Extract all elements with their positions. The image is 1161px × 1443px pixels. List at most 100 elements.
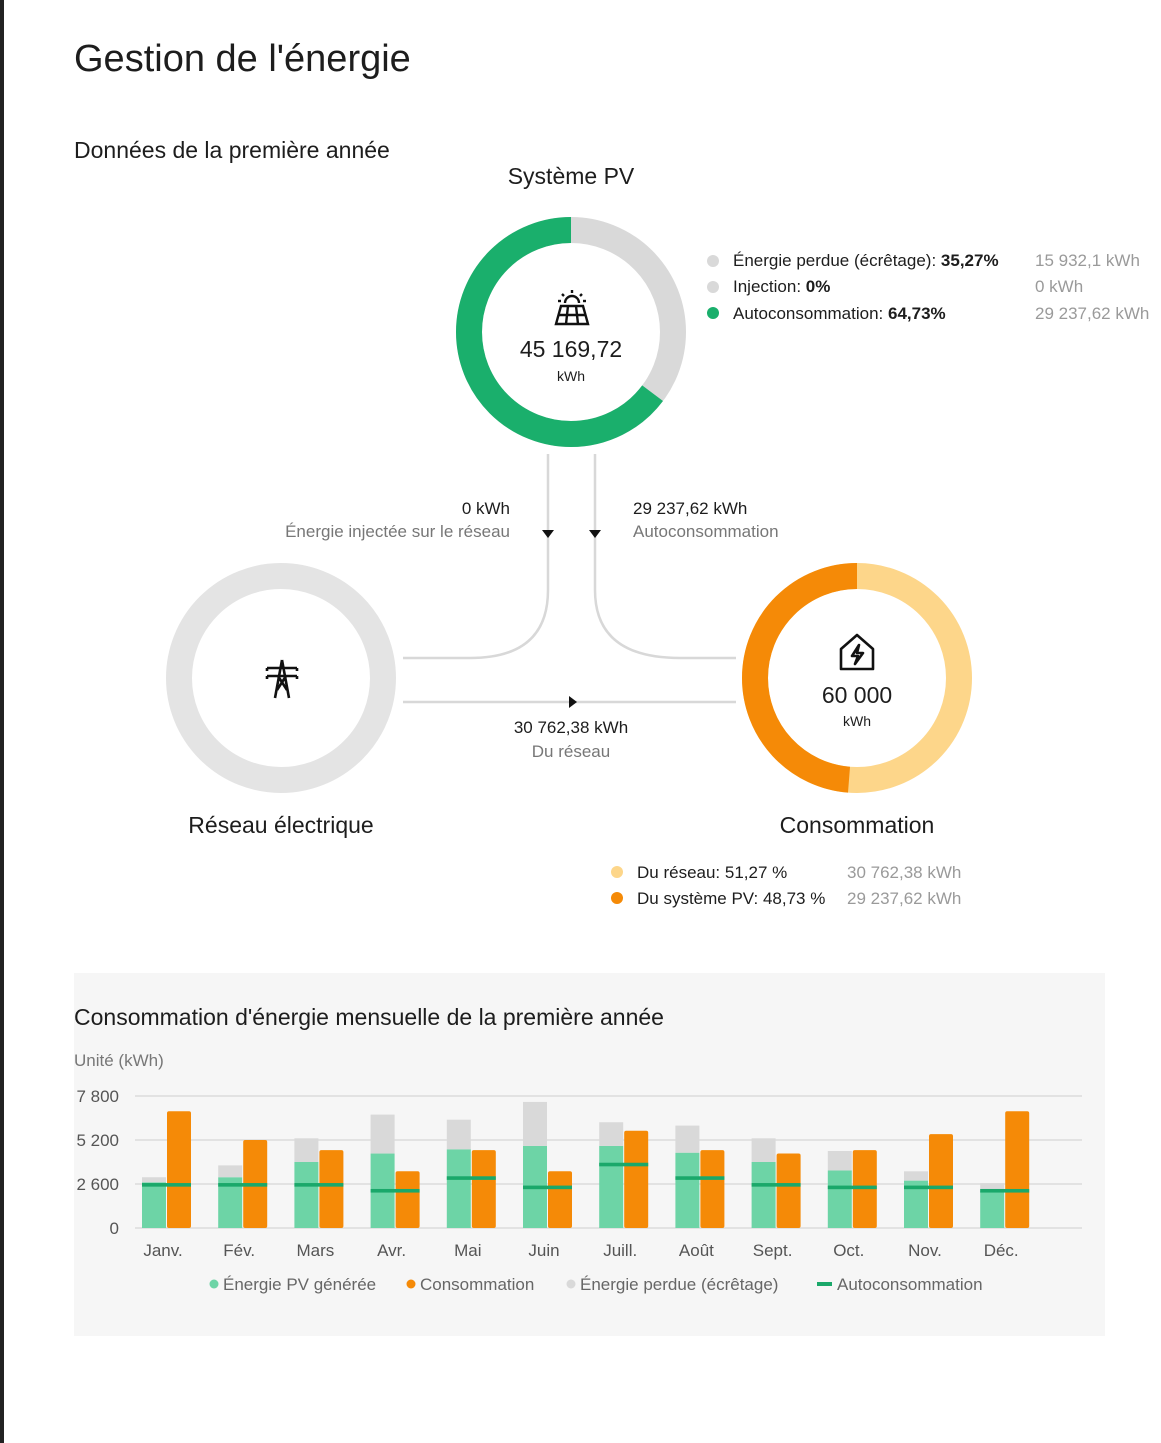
marker-autoconsommation [523,1185,572,1190]
bar-lost [218,1165,243,1178]
bar-pv [599,1145,624,1228]
legend-perdue-pct: 35,27% [940,251,999,270]
pv-title: Système PV [507,163,635,189]
bar-lost [370,1114,395,1154]
consumption-title: Consommation [779,812,935,838]
consumption-total-unit: kWh [843,713,871,729]
bar-lost [523,1101,547,1146]
x-tick-label: Juill. [603,1241,637,1260]
x-tick-label: Oct. [833,1241,864,1260]
bar-lost [446,1119,471,1150]
legend-dot-autoconsommation [707,307,719,319]
legend-perdue-label: Énergie perdue (écrêtage): 35,27% [733,251,999,270]
pv-total-value: 45 169,72 [519,336,623,362]
grid-title: Réseau électrique [188,812,374,838]
power-tower-icon [265,659,299,699]
house-energy-icon [839,633,875,671]
bar-lost [827,1151,852,1171]
y-tick-label: 5 200 [76,1131,119,1150]
bar-consumption [1005,1111,1030,1228]
bar-consumption [700,1150,725,1228]
legend-autoconsommation-label: Autoconsommation: 64,73% [733,304,946,323]
legend-label: Énergie PV générée [223,1275,376,1294]
marker-autoconsommation [370,1188,420,1193]
consumption-total-value: 60 000 [821,682,893,708]
legend-dot-perdue [707,255,719,267]
energy-flow-lines [403,454,736,708]
x-tick-label: Août [679,1241,714,1260]
marker-autoconsommation [218,1183,268,1187]
legend-dot-injection [707,281,719,293]
y-tick-label: 0 [110,1219,119,1238]
legend-injection-pct: 0% [805,277,831,296]
bar-consumption [167,1111,191,1228]
section-title: Données de la première année [74,137,390,163]
bar-consumption [548,1171,572,1228]
bar-pv [675,1152,700,1228]
legend-dot-du-reseau [611,866,623,878]
legend-label: Énergie perdue (écrêtage) [580,1275,778,1294]
bar-lost [294,1138,319,1162]
bar-pv [827,1170,852,1228]
arrow-down-self [589,530,601,538]
legend-perdue-amount: 15 932,1 kWh [1035,251,1140,270]
bar-consumption [395,1171,420,1228]
consumption-donut [742,563,972,793]
chart-title: Consommation d'énergie mensuelle de la p… [74,1004,664,1030]
flow-injected-value: 0 kWh [461,499,510,518]
grid-ring [166,563,396,793]
legend-du-reseau-amount: 30 762,38 kWh [847,863,962,882]
window-edge [0,0,4,1443]
bar-lost [904,1171,928,1181]
flow-grid-value: 30 762,38 kWh [513,718,629,737]
bar-pv [446,1149,471,1228]
legend-label: Autoconsommation [837,1275,983,1294]
legend-du-pv-label: Du système PV: 48,73 % [637,889,826,908]
legend-marker [209,1279,219,1289]
bar-lost [599,1122,624,1146]
legend-label: Consommation [420,1275,534,1294]
arrow-right-grid [569,696,577,708]
solar-panel-icon [554,290,590,326]
bar-consumption [776,1153,801,1228]
bar-consumption [624,1130,649,1228]
bar-pv [294,1162,319,1228]
page-title: Gestion de l'énergie [74,38,411,80]
bar-pv [751,1162,776,1228]
marker-autoconsommation [294,1183,344,1187]
bar-lost [751,1138,776,1162]
pv-ring-autoconsommation [456,217,686,447]
x-tick-label: Mars [297,1241,335,1260]
flow-self-label: Autoconsommation [633,522,779,541]
legend-injection-label: Injection: 0% [733,277,831,296]
bar-lost [675,1125,700,1153]
pv-donut [456,217,686,447]
arrow-down-injected [542,530,554,538]
marker-autoconsommation [446,1176,496,1180]
legend-autoconsommation-pct: 64,73% [887,304,946,323]
bar-lost [980,1183,1005,1191]
x-tick-label: Fév. [223,1241,255,1260]
legend-injection-amount: 0 kWh [1035,277,1084,296]
legend-du-reseau-label: Du réseau: 51,27 % [637,863,788,882]
chart-unit-label: Unité (kWh) [74,1051,164,1070]
marker-autoconsommation [980,1188,1030,1193]
y-tick-label: 7 800 [76,1087,119,1106]
bar-pv [980,1190,1005,1228]
bar-lost [142,1177,166,1183]
bar-consumption [929,1134,953,1228]
legend-autoconsommation-amount: 29 237,62 kWh [1035,304,1150,323]
x-tick-label: Nov. [908,1241,942,1260]
flow-injected-label: Énergie injectée sur le réseau [285,522,510,541]
marker-autoconsommation [142,1183,191,1187]
legend-marker [566,1279,576,1289]
legend-marker [406,1279,416,1289]
flow-line-self [593,454,736,660]
consumption-ring-pv [742,563,972,793]
bar-consumption [319,1150,344,1228]
marker-autoconsommation [904,1185,953,1190]
legend-dot-du-pv [611,892,623,904]
marker-autoconsommation [599,1162,649,1167]
marker-autoconsommation [675,1176,725,1180]
